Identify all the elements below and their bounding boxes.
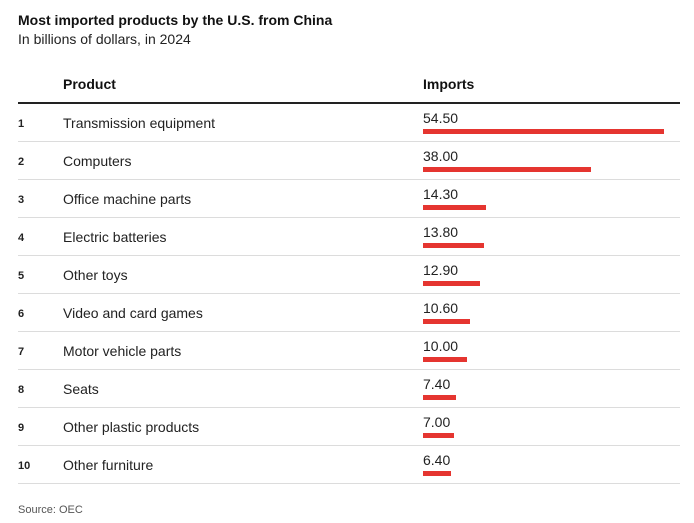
row-value-label: 10.60 [423,300,459,316]
row-value-bar [423,129,664,134]
row-value-label: 13.80 [423,224,459,240]
row-value-bar [423,471,451,476]
column-header-imports: Imports [423,76,475,92]
row-rank: 4 [18,232,25,244]
row-rank: 9 [18,422,25,434]
row-rank: 5 [18,270,25,282]
row-value-bar [423,167,591,172]
row-value-bar [423,205,486,210]
row-value-label: 38.00 [423,148,459,164]
table-row: 9 Other plastic products 7.00 [18,408,680,446]
table-row: 8 Seats 7.40 [18,370,680,408]
row-value-bar [423,357,467,362]
row-product-label: Seats [63,381,99,397]
table-row: 5 Other toys 12.90 [18,256,680,294]
row-value-bar [423,243,484,248]
chart-title: Most imported products by the U.S. from … [18,12,333,28]
row-value-label: 6.40 [423,452,451,468]
column-header-product: Product [63,76,116,92]
row-product-label: Electric batteries [63,229,167,245]
row-value-label: 14.30 [423,186,459,202]
row-product-label: Computers [63,153,132,169]
table-row: 2 Computers 38.00 [18,142,680,180]
row-rank: 1 [18,118,25,130]
row-product-label: Other furniture [63,457,154,473]
row-value-bar [423,395,456,400]
table-row: 1 Transmission equipment 54.50 [18,104,680,142]
table-row: 4 Electric batteries 13.80 [18,218,680,256]
row-value-bar [423,281,480,286]
row-value-bar [423,319,470,324]
table-row: 7 Motor vehicle parts 10.00 [18,332,680,370]
row-rank: 7 [18,346,25,358]
row-product-label: Other plastic products [63,419,200,435]
row-value-bar [423,433,454,438]
table-row: 10 Other furniture 6.40 [18,446,680,484]
table-row: 3 Office machine parts 14.30 [18,180,680,218]
row-value-label: 12.90 [423,262,459,278]
row-rank: 6 [18,308,25,320]
source-note: Source: OEC [18,504,83,516]
row-value-label: 10.00 [423,338,459,354]
row-product-label: Video and card games [63,305,203,321]
row-product-label: Other toys [63,267,128,283]
row-rank: 2 [18,156,25,168]
row-rank: 8 [18,384,25,396]
table-row: 6 Video and card games 10.60 [18,294,680,332]
row-product-label: Office machine parts [63,191,192,207]
header-divider [18,102,680,104]
row-rank: 10 [18,460,31,472]
row-rank: 3 [18,194,25,206]
row-product-label: Transmission equipment [63,115,215,131]
row-value-label: 7.40 [423,376,451,392]
chart-subtitle: In billions of dollars, in 2024 [18,31,191,47]
row-product-label: Motor vehicle parts [63,343,182,359]
row-value-label: 7.00 [423,414,451,430]
row-value-label: 54.50 [423,110,459,126]
